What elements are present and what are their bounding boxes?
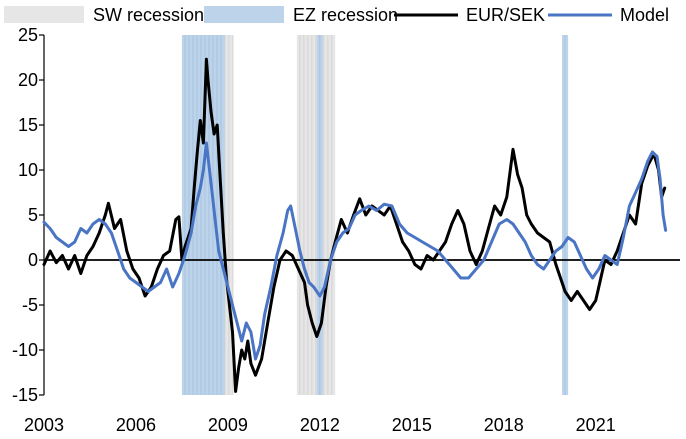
legend-item-eursek: EUR/SEK xyxy=(394,5,545,25)
y-tick-label: -5 xyxy=(22,295,38,315)
x-tick-label: 2012 xyxy=(300,415,340,435)
legend-item-ez: EZ recession xyxy=(204,5,398,25)
series-lines xyxy=(42,57,668,393)
y-tick-label: -10 xyxy=(12,340,38,360)
eursek-line xyxy=(42,57,667,393)
legend-label-ez: EZ recession xyxy=(293,5,398,25)
ez-recession-band xyxy=(181,35,225,395)
ez-recession-fill xyxy=(181,35,225,395)
x-tick-label: 2003 xyxy=(24,415,64,435)
x-tick-label: 2015 xyxy=(392,415,432,435)
model-line xyxy=(42,141,668,361)
y-tick-label: 0 xyxy=(28,250,38,270)
sw-recession-band xyxy=(296,35,336,395)
y-tick-label: 20 xyxy=(18,70,38,90)
legend-item-model: Model xyxy=(548,5,669,25)
x-tick-label: 2006 xyxy=(116,415,156,435)
legend-label-model: Model xyxy=(620,5,669,25)
ez-recession-band xyxy=(316,35,323,395)
y-tick-label: 5 xyxy=(28,205,38,225)
y-tick-label: 25 xyxy=(18,25,38,45)
axes xyxy=(43,35,680,395)
y-tick-label: 10 xyxy=(18,160,38,180)
recession-shading xyxy=(181,35,569,395)
x-tick-label: 2009 xyxy=(208,415,248,435)
y-tick-label: -15 xyxy=(12,385,38,405)
legend-label-sw: SW recession xyxy=(93,5,204,25)
x-tick-label: 2021 xyxy=(576,415,616,435)
tick-labels: -15 -10 -5 0 5 10 15 20 25 2003 2006 2009 2012 2015 20… xyxy=(12,25,616,435)
legend-item-sw: SW recession xyxy=(4,5,204,25)
legend-label-eursek: EUR/SEK xyxy=(466,5,545,25)
x-tick-label: 2018 xyxy=(484,415,524,435)
legend-swatch-sw xyxy=(4,6,84,23)
legend-swatch-ez xyxy=(204,6,284,23)
legend: SW recession EZ recession EUR/SEK Model xyxy=(4,5,669,25)
y-tick-label: 15 xyxy=(18,115,38,135)
ez-recession-band xyxy=(561,35,569,395)
